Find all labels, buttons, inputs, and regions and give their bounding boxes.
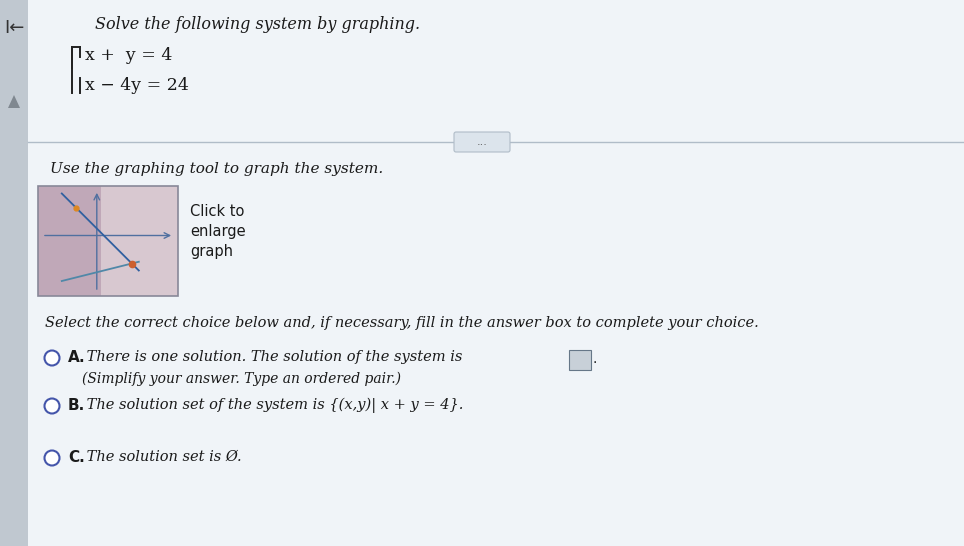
Text: A.: A.	[68, 350, 86, 365]
Circle shape	[44, 450, 60, 466]
FancyBboxPatch shape	[569, 350, 591, 370]
Text: Solve the following system by graphing.: Solve the following system by graphing.	[95, 16, 420, 33]
Polygon shape	[8, 95, 20, 108]
Text: C.: C.	[68, 450, 85, 465]
Text: B.: B.	[68, 398, 85, 413]
Text: Select the correct choice below and, if necessary, fill in the answer box to com: Select the correct choice below and, if …	[45, 316, 759, 330]
Text: x +  y = 4: x + y = 4	[85, 47, 173, 64]
FancyBboxPatch shape	[454, 132, 510, 152]
FancyBboxPatch shape	[0, 0, 28, 546]
Text: I←: I←	[4, 19, 24, 37]
Text: .: .	[592, 352, 597, 366]
Text: (Simplify your answer. Type an ordered pair.): (Simplify your answer. Type an ordered p…	[82, 372, 401, 387]
Text: graph: graph	[190, 244, 233, 259]
Text: Click to: Click to	[190, 204, 245, 219]
FancyBboxPatch shape	[28, 0, 964, 546]
FancyBboxPatch shape	[38, 186, 101, 296]
Text: The solution set is Ø.: The solution set is Ø.	[82, 450, 242, 464]
Text: Use the graphing tool to graph the system.: Use the graphing tool to graph the syste…	[50, 162, 384, 176]
Text: The solution set of the system is {(x,y)| x + y = 4}.: The solution set of the system is {(x,y)…	[82, 398, 464, 413]
Text: ...: ...	[476, 137, 488, 147]
Text: There is one solution. The solution of the system is: There is one solution. The solution of t…	[82, 350, 463, 364]
Circle shape	[44, 399, 60, 413]
Circle shape	[44, 351, 60, 365]
Text: enlarge: enlarge	[190, 224, 246, 239]
FancyBboxPatch shape	[101, 186, 178, 296]
Text: x − 4y = 24: x − 4y = 24	[85, 77, 189, 94]
